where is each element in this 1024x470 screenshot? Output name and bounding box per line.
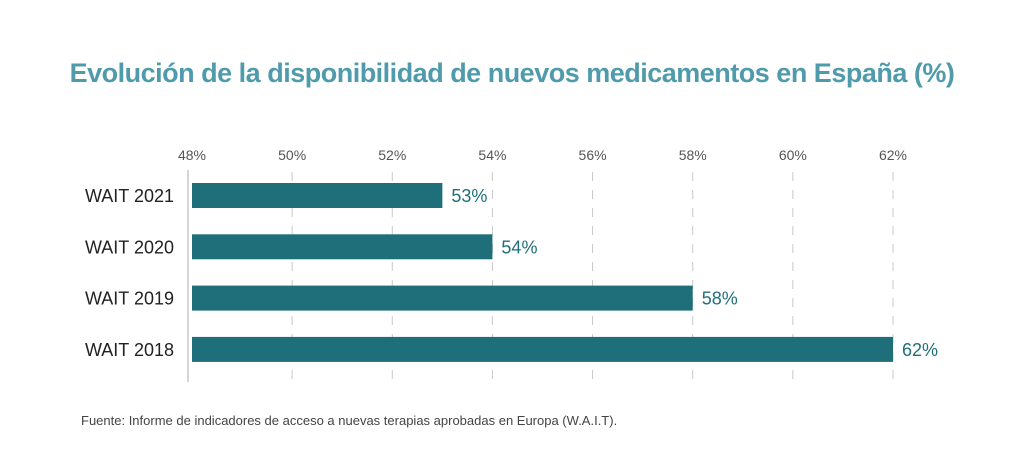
- category-label: WAIT 2020: [85, 237, 174, 257]
- value-labels: 53% 54% 58% 62%: [451, 186, 938, 360]
- category-label: WAIT 2019: [85, 289, 174, 309]
- chart-title: Evolución de la disponibilidad de nuevos…: [69, 58, 955, 88]
- x-tick-label: 60%: [779, 147, 807, 163]
- x-tick-label: 48%: [178, 147, 206, 163]
- bars: [192, 183, 893, 362]
- value-label: 53%: [451, 186, 487, 206]
- x-tick-label: 50%: [278, 147, 306, 163]
- category-labels: WAIT 2021 WAIT 2020 WAIT 2019 WAIT 2018: [85, 186, 174, 360]
- source-note: Fuente: Informe de indicadores de acceso…: [81, 413, 618, 428]
- value-label: 58%: [702, 289, 738, 309]
- x-tick-label: 52%: [378, 147, 406, 163]
- bar: [192, 336, 893, 362]
- value-label: 54%: [501, 237, 537, 257]
- bar: [192, 234, 493, 260]
- category-label: WAIT 2021: [85, 186, 174, 206]
- category-label: WAIT 2018: [85, 340, 174, 360]
- x-tick-label: 56%: [579, 147, 607, 163]
- x-tick-label: 62%: [879, 147, 907, 163]
- value-label: 62%: [902, 340, 938, 360]
- bar: [192, 285, 693, 311]
- x-tick-label: 58%: [679, 147, 707, 163]
- bar: [192, 183, 443, 208]
- x-tick-label: 54%: [478, 147, 506, 163]
- x-axis-ticks: 48% 50% 52% 54% 56% 58% 60% 62%: [178, 147, 907, 163]
